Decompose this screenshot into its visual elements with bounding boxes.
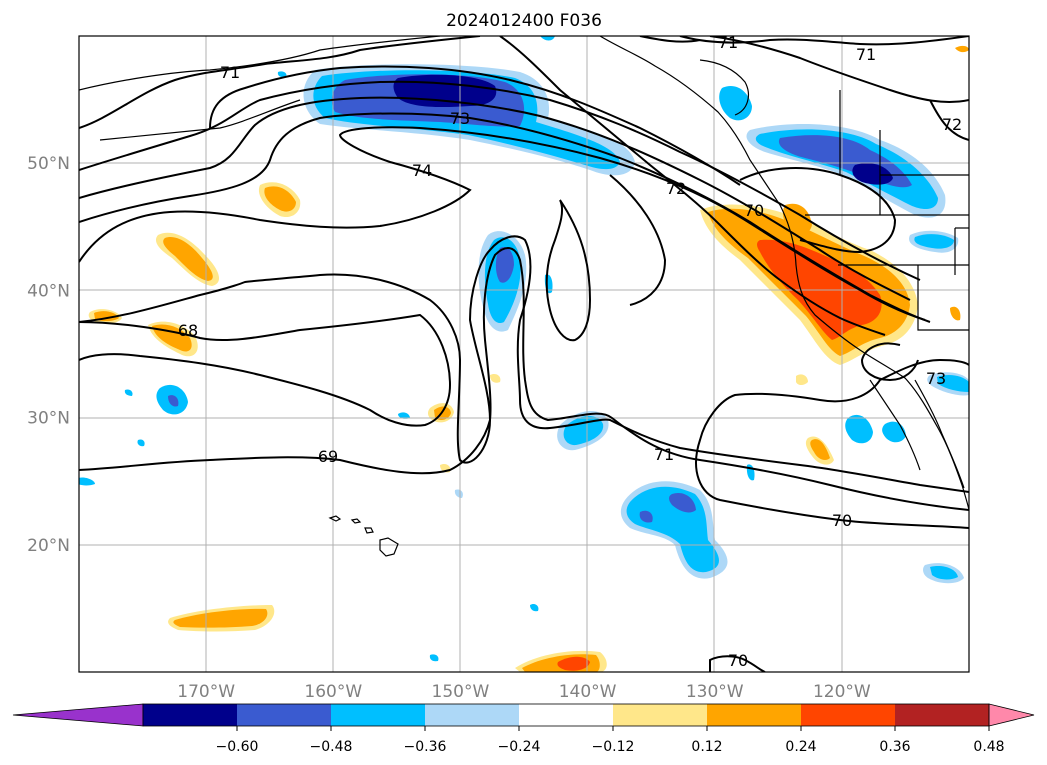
contour-label: 73 — [450, 109, 470, 128]
contour-label: 71 — [220, 63, 240, 82]
latitude-label: 30°N — [27, 409, 70, 429]
contour-label: 73 — [926, 369, 946, 388]
longitude-label: 120°W — [813, 682, 871, 702]
colorbar-segment — [613, 704, 708, 726]
longitude-label: 130°W — [686, 682, 744, 702]
colorbar-segment — [143, 704, 238, 726]
contour-label: 71 — [654, 445, 674, 464]
colorbar-segment — [895, 704, 990, 726]
contour-label: 71 — [856, 45, 876, 64]
colorbar-tick-label: 0.48 — [973, 739, 1004, 755]
map-frame — [78, 35, 970, 673]
latitude-label: 40°N — [27, 281, 70, 301]
colorbar-segment — [237, 704, 332, 726]
contour-label: 68 — [178, 321, 198, 340]
colorbar: −0.60 −0.48 −0.36 −0.24 −0.12 0.12 0.24 0.36 0.4… — [12, 703, 1035, 755]
longitude-label: 160°W — [304, 682, 362, 702]
colorbar-tick-label: −0.24 — [498, 739, 541, 755]
longitude-label: 170°W — [177, 682, 235, 702]
colorbar-segment — [519, 704, 614, 726]
latitude-label: 20°N — [27, 536, 70, 556]
contour-label: 70 — [832, 511, 852, 530]
contour-label: 74 — [412, 161, 432, 180]
colorbar-segment — [801, 704, 896, 726]
colorbar-tick-label: 0.12 — [691, 739, 722, 755]
colorbar-tick-label: −0.48 — [310, 739, 353, 755]
contour-label: 72 — [666, 179, 686, 198]
colorbar-segment — [707, 704, 802, 726]
colorbar-tick-label: −0.36 — [404, 739, 447, 755]
latitude-label: 50°N — [27, 154, 70, 174]
longitude-labels: 170°W 160°W 150°W 140°W 130°W 120°W — [177, 682, 871, 702]
graticule — [79, 36, 969, 672]
longitude-label: 140°W — [559, 682, 617, 702]
colorbar-tick-label: 0.24 — [785, 739, 816, 755]
contour-label: 70 — [728, 651, 748, 670]
coastlines — [79, 36, 969, 557]
contour-label: 69 — [318, 447, 338, 466]
contour-label: 70 — [744, 201, 764, 220]
colorbar-extend-high — [988, 703, 1035, 727]
colorbar-border — [142, 703, 990, 727]
contour-label: 72 — [942, 115, 962, 134]
height-contours — [79, 36, 969, 672]
colorbar-tick-label: −0.12 — [592, 739, 635, 755]
contour-label: 71 — [718, 33, 738, 52]
colorbar-segment — [425, 704, 520, 726]
colorbar-segment — [331, 704, 426, 726]
colorbar-tick-label: −0.60 — [216, 739, 259, 755]
longitude-label: 150°W — [432, 682, 490, 702]
colorbar-extend-low — [12, 703, 144, 727]
colorbar-tick-label: 0.36 — [879, 739, 910, 755]
contour-labels: 71 71 71 73 74 72 70 72 68 69 71 70 70 7… — [178, 33, 962, 670]
figure-title: 2024012400 F036 — [446, 11, 602, 31]
latitude-labels: 50°N 40°N 30°N 20°N — [27, 154, 70, 556]
